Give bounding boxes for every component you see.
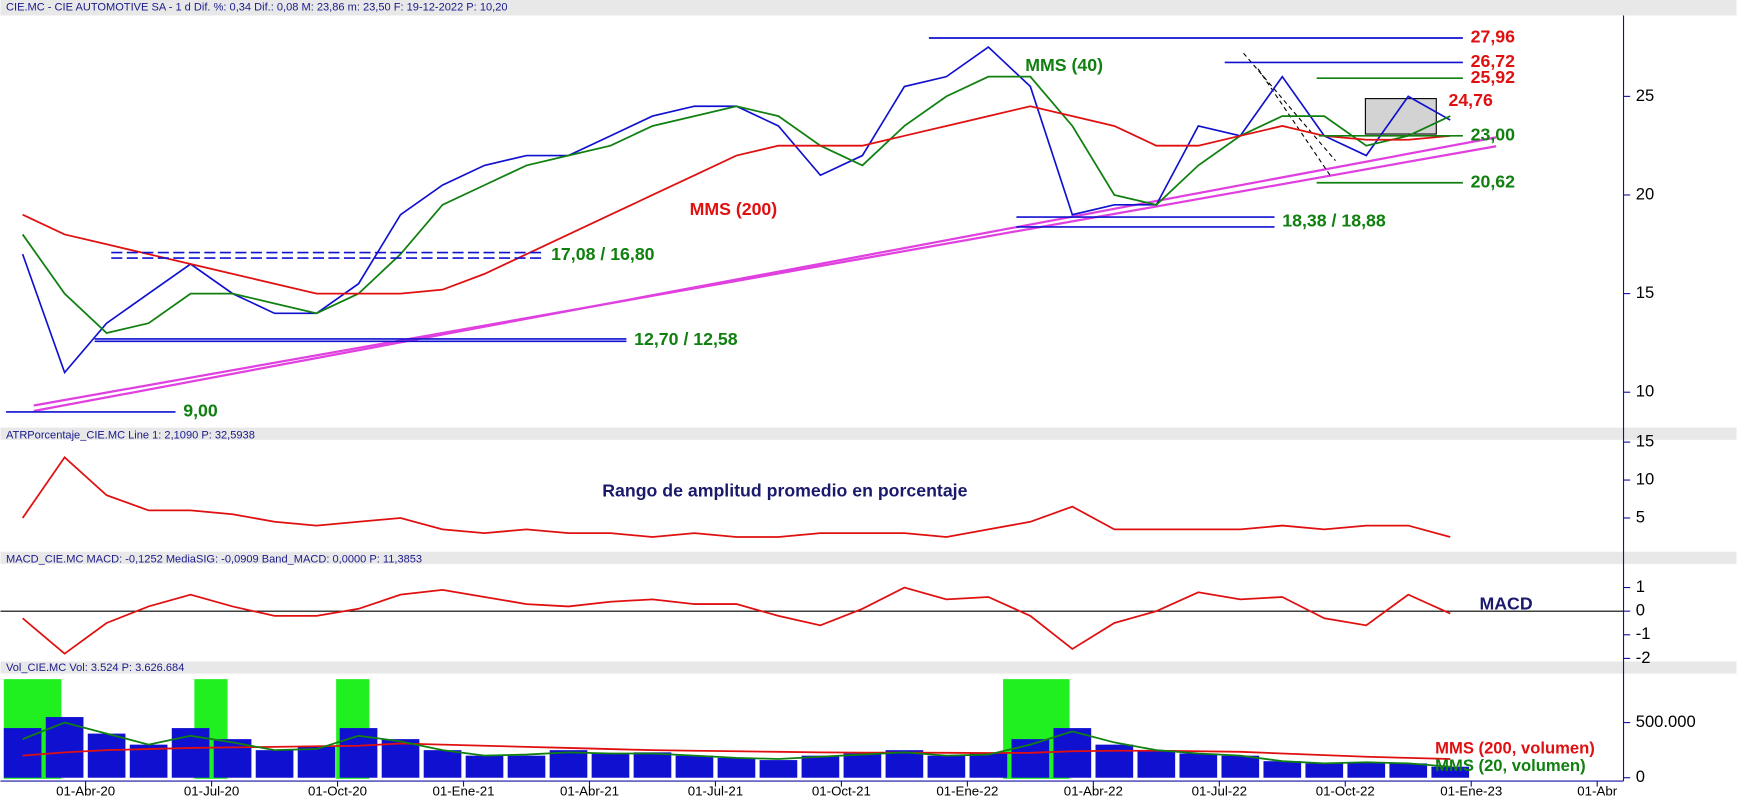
level-label: 25,92 [1471,67,1515,87]
trend-line [33,136,1497,413]
bar [1179,753,1218,778]
x-tick-label: 01-Oct-21 [812,784,871,799]
level-label: 12,70 / 12,58 [634,329,738,349]
bar [1137,750,1176,778]
y-tick-label: 15 [1636,431,1654,450]
bar [885,750,924,778]
bar [423,750,462,778]
bar [759,760,798,778]
x-tick-label: 01-Abr-22 [1064,784,1123,799]
panel-header: Vol_CIE.MC Vol: 3.524 P: 3.626.684 [6,662,184,674]
x-tick-label: 01-Jul-22 [1192,784,1247,799]
bar [717,757,756,778]
level-label: 9,00 [183,401,218,421]
x-tick-label: 01-Jul-20 [184,784,239,799]
y-tick-label: 10 [1636,469,1654,488]
panel-header-bar [0,427,1737,440]
bar [1263,761,1302,778]
x-tick-label: 01-Abr [1577,784,1617,799]
bar [1347,762,1386,778]
series-line [21,455,1451,538]
series-label: MMS (20, volumen) [1435,756,1585,775]
panel-header: MACD_CIE.MC MACD: -0,1252 MediaSIG: -0,0… [6,553,422,565]
bar [591,753,630,778]
series-line [21,75,1451,335]
bar [87,733,126,778]
series-line [22,105,1451,295]
level-label: 18,38 / 18,88 [1282,211,1386,231]
bar [1011,739,1050,778]
y-tick-label: 10 [1636,382,1654,401]
bar [3,728,42,778]
trend-line [33,145,1497,407]
bar [549,750,588,778]
x-tick-label: 01-Abr-20 [56,784,115,799]
bar [843,753,882,778]
series-label: MMS (200) [690,199,778,219]
panel-header-bar [0,551,1737,564]
bar [381,739,420,778]
y-tick-label: 0 [1636,767,1645,786]
level-label: 23,00 [1471,125,1515,145]
bar [801,755,840,778]
bar [633,752,672,778]
y-tick-label: 20 [1636,184,1654,203]
panel-header: ATRPorcentaje_CIE.MC Line 1: 2,1090 P: 3… [6,429,255,441]
bar [1305,763,1344,778]
series-line [22,721,1451,768]
channel-line [1257,68,1331,176]
series-line [22,586,1451,655]
x-tick-label: 01-Oct-22 [1316,784,1375,799]
bar [1053,728,1092,778]
x-tick-label: 01-Oct-20 [308,784,367,799]
level-label: 24,76 [1448,90,1492,110]
annotation: MACD [1479,594,1532,614]
bar [927,755,966,778]
channel-line [1243,52,1336,162]
level-label: 17,08 / 16,80 [551,244,655,264]
panel-header: CIE.MC - CIE AUTOMOTIVE SA - 1 d Dif. %:… [6,2,508,14]
x-tick-label: 01-Jul-21 [688,784,743,799]
y-tick-label: -2 [1636,648,1651,667]
x-tick-label: 01-Ene-23 [1440,784,1502,799]
y-tick-label: 0 [1636,601,1645,620]
series-label: MMS (200, volumen) [1435,738,1595,757]
bar [507,755,546,778]
y-tick-label: 500.000 [1636,712,1696,731]
bar [1431,766,1470,778]
panel-header-bar [0,0,1737,16]
y-tick-label: 15 [1636,283,1654,302]
y-tick-label: -1 [1636,624,1651,643]
level-label: 27,96 [1471,27,1515,47]
bar [675,755,714,778]
bar [969,753,1008,778]
series-label: MMS (40) [1025,55,1103,75]
bar [255,750,294,778]
annotation: Rango de amplitud promedio en porcentaje [602,481,967,501]
y-tick-label: 1 [1636,577,1645,596]
y-tick-label: 25 [1636,86,1654,105]
level-label: 20,62 [1471,171,1515,191]
y-tick-label: 5 [1636,507,1645,526]
bar [297,746,336,778]
panel-header-bar [0,661,1737,674]
x-tick-label: 01-Abr-21 [560,784,619,799]
bar [1095,744,1134,778]
x-tick-label: 01-Ene-22 [936,784,998,799]
bar [1389,763,1428,778]
bar [465,755,504,778]
level-label: 26,72 [1471,51,1515,71]
bar [1221,755,1260,778]
x-tick-label: 01-Ene-21 [432,784,494,799]
consolidation-box [1364,98,1437,135]
